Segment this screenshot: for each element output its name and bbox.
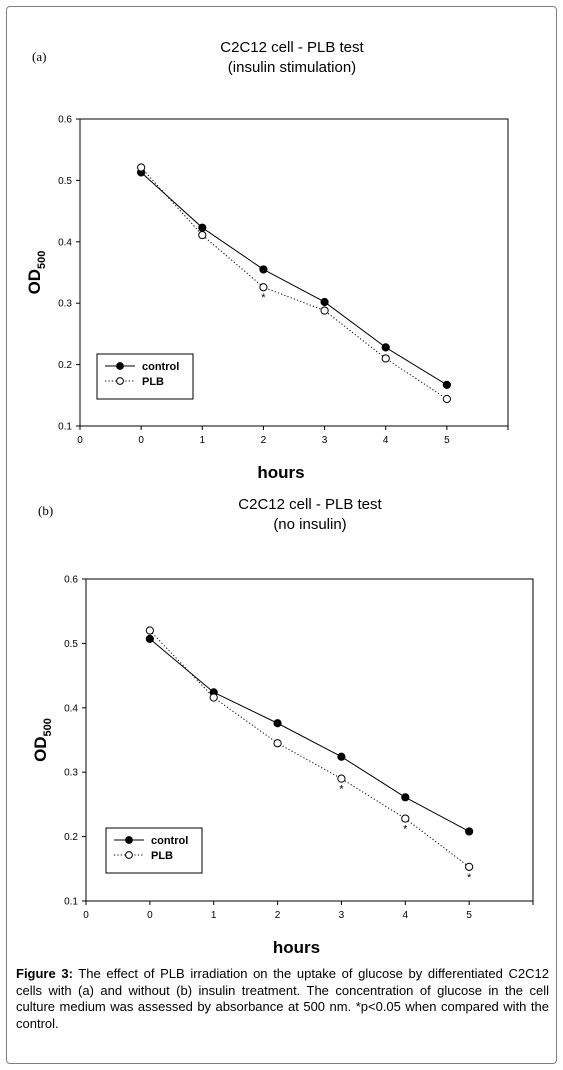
significance-marker: * bbox=[467, 872, 472, 884]
x-tick-label: 3 bbox=[339, 910, 345, 921]
figure-caption: Figure 3: The effect of PLB irradiation … bbox=[16, 966, 549, 1032]
data-point-control bbox=[442, 380, 451, 389]
x-tick-label: 3 bbox=[322, 435, 328, 446]
x-tick-label: 5 bbox=[466, 910, 472, 921]
data-point-plb bbox=[401, 814, 410, 823]
data-point-plb bbox=[137, 163, 146, 172]
y-tick-label: 0.4 bbox=[64, 703, 78, 714]
data-point-plb bbox=[381, 354, 390, 363]
y-tick-label: 0.3 bbox=[58, 299, 72, 310]
x-tick-label: 0 bbox=[138, 435, 144, 446]
x-tick-label: 1 bbox=[211, 910, 217, 921]
panel-a-title: C2C12 cell - PLB test bbox=[220, 39, 364, 56]
y-tick-label: 0.6 bbox=[58, 115, 72, 126]
caption-text: The effect of PLB irradiation on the upt… bbox=[16, 966, 549, 1031]
x-tick-label: 2 bbox=[275, 910, 281, 921]
y-axis-label-subscript: 500 bbox=[42, 718, 54, 736]
x-tick-label: 4 bbox=[403, 910, 409, 921]
data-point-control bbox=[320, 297, 329, 307]
y-tick-label: 0.5 bbox=[58, 176, 72, 187]
plot-frame bbox=[85, 578, 534, 902]
chart-a: 0.1 0.2 0.3 0.4 0.5 0.6 0 0 1 2 3 4 5 hours OD500 * cont… bbox=[25, 115, 509, 482]
significance-marker: * bbox=[261, 292, 266, 304]
data-point-plb bbox=[198, 230, 207, 240]
legend-label-plb: PLB bbox=[151, 850, 173, 862]
y-tick-label: 0.6 bbox=[64, 575, 78, 586]
x-tick-label: 0 bbox=[77, 435, 83, 446]
data-point-control bbox=[337, 752, 346, 761]
y-tick-label: 0.2 bbox=[64, 832, 78, 843]
data-point-control bbox=[401, 793, 410, 802]
data-point-plb bbox=[145, 626, 154, 635]
x-axis-label: hours bbox=[273, 938, 320, 957]
series-line-plb bbox=[149, 630, 470, 868]
legend-label-control: control bbox=[151, 835, 188, 847]
x-tick-label: 5 bbox=[444, 435, 450, 446]
y-axis-label: OD500 bbox=[31, 718, 54, 762]
x-tick-label: 4 bbox=[383, 435, 389, 446]
y-tick-label: 0.1 bbox=[64, 897, 78, 908]
panel-b-subtitle: (no insulin) bbox=[273, 516, 347, 533]
series-line-control bbox=[149, 638, 470, 832]
legend-box bbox=[105, 827, 203, 874]
legend-marker-control bbox=[116, 362, 124, 370]
y-axis-label-subscript: 500 bbox=[36, 251, 48, 269]
data-point-control bbox=[465, 827, 474, 836]
legend-marker-control bbox=[125, 836, 133, 844]
x-tick-label: 2 bbox=[261, 435, 267, 446]
y-tick-label: 0.4 bbox=[58, 237, 72, 248]
series-line-control bbox=[140, 172, 448, 386]
series-line-plb bbox=[140, 167, 448, 400]
plot-frame bbox=[79, 118, 509, 427]
legend-marker-plb bbox=[116, 377, 124, 385]
data-point-plb bbox=[337, 774, 346, 783]
y-tick-label: 0.2 bbox=[58, 360, 72, 371]
data-point-plb bbox=[209, 693, 218, 702]
data-point-control bbox=[198, 223, 207, 232]
panel-a-letter: (a) bbox=[32, 49, 47, 64]
significance-marker: * bbox=[403, 824, 408, 836]
data-point-plb bbox=[259, 283, 268, 292]
data-point-plb bbox=[320, 306, 329, 315]
data-point-control bbox=[273, 719, 282, 728]
chart-b: 0.1 0.2 0.3 0.4 0.5 0.6 0 0 1 2 3 4 5 hours OD500 * * * co… bbox=[31, 575, 534, 957]
figure-frame bbox=[6, 6, 557, 1064]
x-tick-label: 0 bbox=[83, 910, 89, 921]
data-point-plb bbox=[442, 394, 451, 404]
data-point-control bbox=[381, 343, 390, 352]
panel-b-title: C2C12 cell - PLB test bbox=[238, 496, 382, 513]
data-point-plb bbox=[465, 862, 474, 871]
caption-label: Figure 3: bbox=[16, 966, 73, 981]
y-tick-label: 0.5 bbox=[64, 639, 78, 650]
legend-marker-plb bbox=[125, 851, 133, 859]
legend-label-control: control bbox=[142, 361, 179, 373]
x-tick-label: 1 bbox=[200, 435, 206, 446]
x-tick-label: 0 bbox=[147, 910, 153, 921]
data-point-plb bbox=[273, 739, 282, 748]
y-tick-label: 0.3 bbox=[64, 768, 78, 779]
legend-box bbox=[96, 353, 194, 400]
data-point-control bbox=[259, 265, 268, 274]
significance-marker: * bbox=[339, 784, 344, 796]
panel-a-subtitle: (insulin stimulation) bbox=[227, 59, 357, 76]
y-axis-label: OD500 bbox=[25, 251, 48, 295]
legend-label-plb: PLB bbox=[142, 376, 164, 388]
data-point-control bbox=[145, 634, 154, 643]
x-axis-label: hours bbox=[257, 463, 304, 482]
y-tick-label: 0.1 bbox=[58, 422, 72, 433]
panel-b-letter: (b) bbox=[38, 503, 54, 518]
